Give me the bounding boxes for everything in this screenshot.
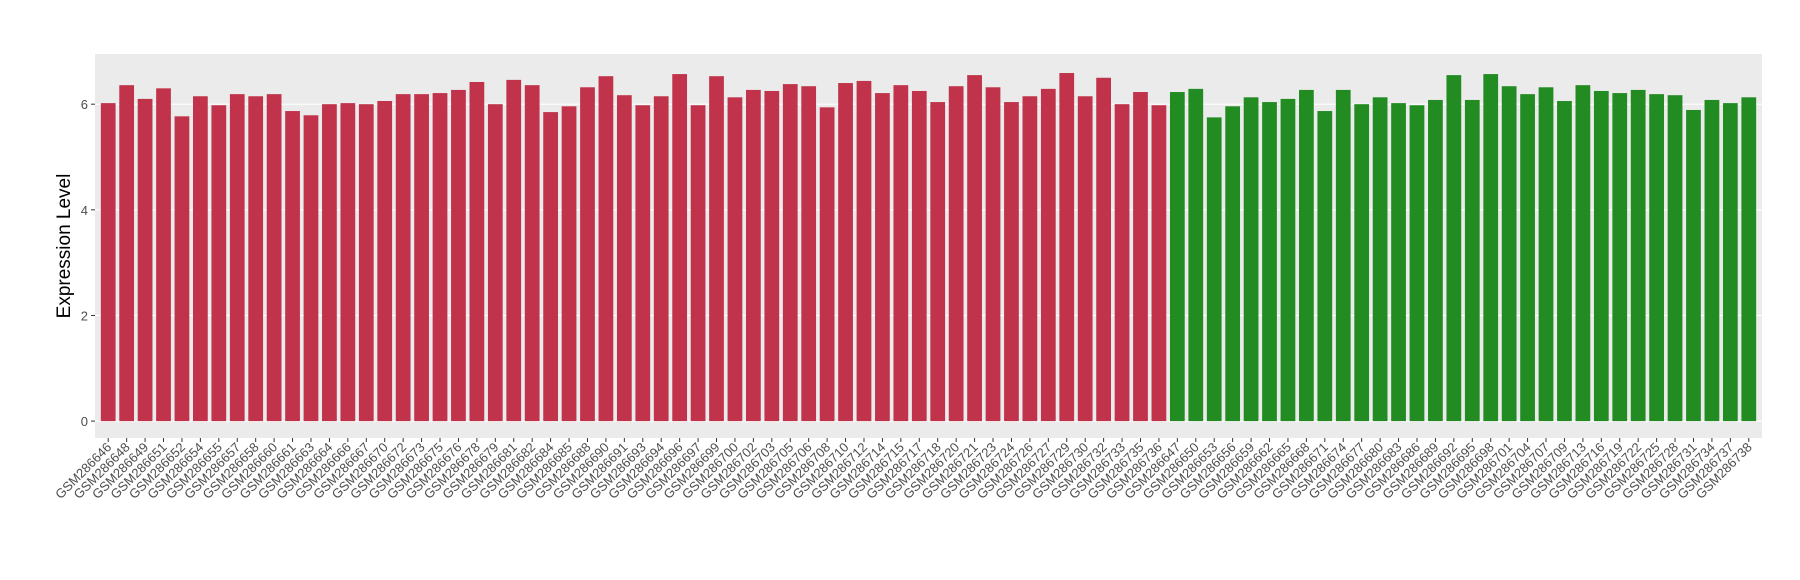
bar <box>377 101 393 422</box>
bar <box>1335 89 1351 422</box>
bar <box>580 87 595 422</box>
bar <box>1040 88 1056 422</box>
bar <box>285 111 300 422</box>
bar <box>598 76 614 422</box>
bar <box>193 96 208 422</box>
bar <box>1464 99 1480 422</box>
bar <box>1501 86 1517 422</box>
bar <box>211 105 227 422</box>
bar <box>322 104 337 422</box>
bar <box>930 102 946 422</box>
bar <box>1133 92 1148 422</box>
y-tick-label: 0 <box>81 414 88 429</box>
bar <box>1446 75 1462 422</box>
bar <box>1299 89 1314 422</box>
bar <box>1391 103 1406 422</box>
bar <box>303 115 319 422</box>
bar <box>1593 90 1609 422</box>
bar <box>1262 102 1277 422</box>
bar <box>1243 97 1259 422</box>
bar <box>1686 109 1701 422</box>
bar <box>174 116 190 422</box>
bar <box>506 79 522 422</box>
bar <box>1169 92 1185 422</box>
bar <box>1557 101 1572 422</box>
bar <box>616 95 632 422</box>
bar <box>635 105 651 422</box>
bar <box>746 89 761 422</box>
bar <box>543 112 558 422</box>
bar <box>561 106 577 422</box>
bar <box>801 86 817 422</box>
bar <box>764 90 780 422</box>
bar <box>727 97 743 422</box>
bar <box>1575 85 1591 422</box>
bar <box>1741 97 1757 422</box>
bar <box>395 94 411 422</box>
bar <box>248 96 264 422</box>
bar <box>1206 117 1222 422</box>
bar <box>156 88 171 422</box>
bar <box>1317 111 1333 422</box>
bar <box>875 93 890 422</box>
bar <box>451 89 466 422</box>
bar <box>229 94 245 422</box>
bar <box>911 90 927 422</box>
bar <box>1520 94 1535 422</box>
bar <box>340 103 356 422</box>
bar <box>1667 95 1683 422</box>
bar <box>1022 96 1038 422</box>
bar <box>469 81 485 422</box>
bar <box>1096 77 1111 422</box>
bar <box>137 98 153 422</box>
bar <box>893 85 909 422</box>
bar <box>1059 73 1075 422</box>
bar <box>709 76 724 422</box>
y-tick-label: 6 <box>81 97 88 112</box>
y-tick-label: 4 <box>81 203 88 218</box>
bar <box>100 103 116 422</box>
bar <box>1354 104 1370 422</box>
bar <box>1372 97 1388 422</box>
y-axis-label: Expression Level <box>54 174 75 319</box>
bar <box>1188 88 1204 422</box>
bar <box>1538 87 1554 422</box>
bar <box>967 75 982 422</box>
bar <box>1280 98 1296 422</box>
bar <box>414 94 429 422</box>
bar <box>985 87 1001 422</box>
bar <box>1225 106 1241 422</box>
bar <box>1151 105 1167 422</box>
bar <box>1704 99 1720 422</box>
bar <box>1004 102 1019 422</box>
bar <box>1409 105 1425 422</box>
bar <box>1428 99 1443 422</box>
bar <box>487 104 503 422</box>
bar <box>1722 103 1738 422</box>
bar <box>1483 74 1499 422</box>
bar <box>524 85 540 422</box>
bar <box>1649 94 1664 422</box>
bar <box>782 84 798 422</box>
bar <box>948 86 964 422</box>
bar <box>266 94 282 422</box>
bar <box>1630 89 1646 422</box>
bar <box>1612 93 1628 422</box>
bar <box>432 93 448 422</box>
bar <box>119 85 135 422</box>
bar <box>819 107 835 422</box>
bar <box>672 74 688 422</box>
bar <box>690 105 706 422</box>
bar <box>856 80 872 422</box>
y-tick-label: 2 <box>81 308 88 323</box>
bar <box>1114 104 1130 422</box>
bar <box>653 96 669 422</box>
bar <box>838 83 853 422</box>
bar <box>358 104 374 422</box>
bar <box>1077 96 1093 422</box>
